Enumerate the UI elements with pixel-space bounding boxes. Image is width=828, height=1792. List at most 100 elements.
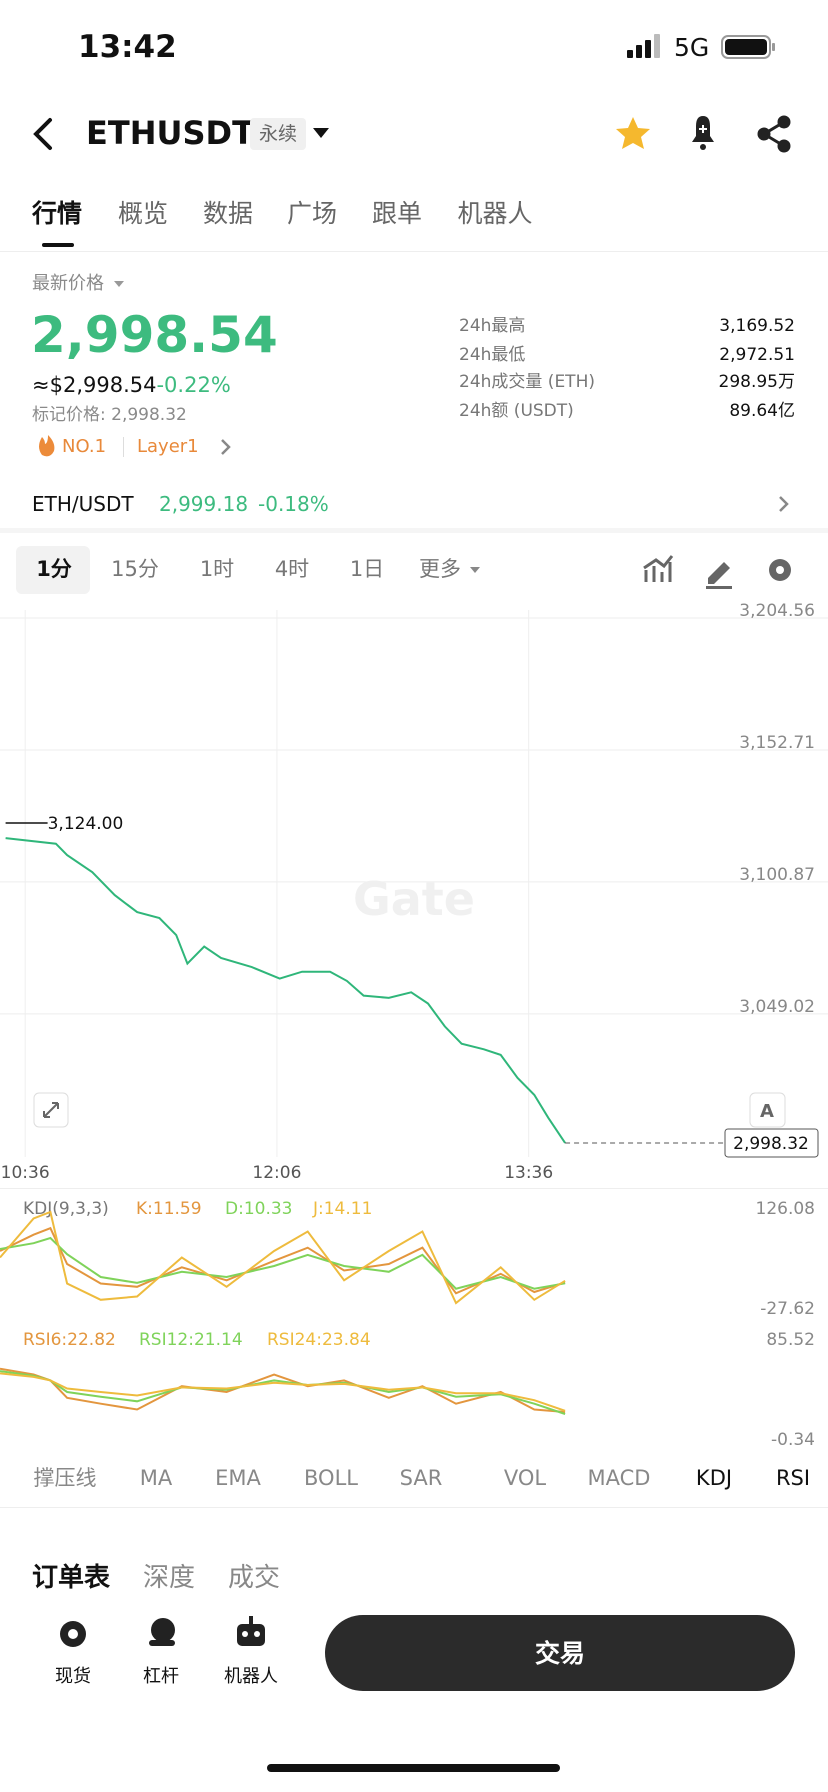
draw-icon[interactable] <box>706 562 732 589</box>
action-label[interactable]: 机器人 <box>224 1666 278 1687</box>
selected-timeframe-bg <box>16 546 90 594</box>
bot-icon[interactable] <box>237 1616 265 1646</box>
indicator-tab[interactable]: VOL <box>503 1466 547 1490</box>
divider <box>0 528 828 533</box>
trade-button-bg[interactable] <box>325 1615 795 1691</box>
action-label[interactable]: 杠杆 <box>143 1666 179 1687</box>
timeframe[interactable]: 15分 <box>111 557 159 581</box>
legend-entry: D:10.33 <box>225 1199 293 1219</box>
data-line <box>0 1367 566 1413</box>
y-tick-label: 85.52 <box>766 1330 815 1350</box>
last-price-box <box>724 1128 819 1158</box>
spot-change: -0.18% <box>258 492 329 516</box>
bell-icon[interactable] <box>692 116 714 150</box>
stat-label: 24h最高 <box>459 316 526 336</box>
timeframe[interactable]: 更多 <box>419 557 461 581</box>
tab[interactable]: 广场 <box>286 199 337 228</box>
battery-icon <box>721 35 775 59</box>
tab[interactable]: 概览 <box>117 199 168 228</box>
chevron-icon[interactable] <box>779 496 789 512</box>
data-line <box>0 1210 566 1305</box>
timeframe[interactable]: 4时 <box>274 557 310 581</box>
spot-pair: ETH/USDT <box>32 492 134 516</box>
stat-value: 298.95万 <box>718 372 795 392</box>
legend-entry: RSI6:22.82 <box>23 1330 116 1350</box>
tab[interactable]: 跟单 <box>371 199 422 228</box>
indicator-tab[interactable]: KDJ <box>695 1466 733 1490</box>
indicator-tab[interactable]: MACD <box>587 1466 651 1490</box>
status-time: 13:42 <box>78 29 177 65</box>
last-price-label: 2,998.32 <box>733 1134 809 1154</box>
leverage-icon[interactable] <box>149 1618 175 1646</box>
timeframe[interactable]: 1日 <box>349 557 385 581</box>
contract-badge: 永续 <box>250 118 306 150</box>
divider <box>0 251 828 252</box>
back-button[interactable] <box>33 118 52 150</box>
last-price: 2,998.54 <box>31 306 278 364</box>
network: 5G <box>674 33 710 62</box>
usd-row: ≈$2,998.54 -0.22% <box>32 375 231 396</box>
indicator-tab[interactable]: SAR <box>399 1466 443 1490</box>
x-tick-label: 12:06 <box>252 1163 301 1183</box>
timeframe[interactable]: 1分 <box>36 557 72 581</box>
indicator-icon[interactable] <box>643 555 674 582</box>
expand-icon <box>43 1102 59 1118</box>
divider <box>123 437 124 457</box>
x-tick-label: 13:36 <box>504 1163 553 1183</box>
x-tick-label: 10:36 <box>1 1163 50 1183</box>
share-icon[interactable] <box>757 115 791 153</box>
trade-button[interactable]: 交易 <box>534 1639 585 1668</box>
data-line <box>5 837 566 1144</box>
legend-entry: RSI12:21.14 <box>139 1330 243 1350</box>
bottom-tab[interactable]: 成交 <box>228 1563 281 1593</box>
tab[interactable]: 行情 <box>31 199 82 228</box>
y-tick-label: 3,204.56 <box>739 601 815 621</box>
data-line <box>0 1372 566 1412</box>
usd-price: ≈$2,998.54 <box>32 373 157 397</box>
flame-icon <box>39 435 55 457</box>
tab[interactable]: 机器人 <box>457 199 533 228</box>
legend-entry: K:11.59 <box>136 1199 202 1219</box>
divider <box>0 1188 828 1189</box>
spot-icon[interactable] <box>60 1621 86 1647</box>
indicator-title: KDJ(9,3,3) <box>23 1199 109 1219</box>
dropdown-icon <box>470 567 480 573</box>
legend-entry: J:14.11 <box>312 1199 372 1219</box>
stat-label: 24h最低 <box>459 345 526 365</box>
timeframe[interactable]: 1时 <box>199 557 235 581</box>
indicator-tab[interactable]: BOLL <box>304 1466 358 1490</box>
tag[interactable]: Layer1 <box>137 436 199 457</box>
legend-entry: RSI24:23.84 <box>267 1330 371 1350</box>
y-tick-label: 126.08 <box>756 1199 815 1219</box>
stat-label: 24h额 (USDT) <box>459 401 574 421</box>
tab[interactable]: 数据 <box>202 199 253 228</box>
dropdown-icon[interactable] <box>313 128 329 138</box>
price-label: 最新价格 <box>32 273 104 294</box>
auto-scale-button[interactable] <box>749 1092 786 1128</box>
y-tick-label: 3,049.02 <box>739 997 815 1017</box>
indicator-tab[interactable]: 撑压线 <box>33 1466 97 1490</box>
indicator-tab[interactable]: EMA <box>215 1466 261 1490</box>
tag[interactable]: NO.1 <box>62 436 107 457</box>
y-tick-label: -0.34 <box>771 1430 815 1450</box>
y-tick-label: 3,100.87 <box>739 865 815 885</box>
star-icon[interactable] <box>616 117 650 149</box>
signal-icon <box>627 34 660 58</box>
symbol: ETHUSDT <box>86 114 254 152</box>
spot-price: 2,999.18 <box>159 492 249 516</box>
auto-scale-icon: A <box>760 1101 774 1122</box>
data-line <box>0 1370 566 1415</box>
settings-icon[interactable] <box>769 559 791 581</box>
stat-value: 2,972.51 <box>719 345 795 365</box>
chevron-icon[interactable] <box>221 439 231 455</box>
y-tick-label: 3,152.71 <box>739 733 815 753</box>
action-label[interactable]: 现货 <box>55 1666 91 1687</box>
indicator-tab[interactable]: RSI <box>775 1466 811 1490</box>
bottom-tab[interactable]: 订单表 <box>32 1563 111 1593</box>
mark-price: 标记价格: 2,998.32 <box>32 405 187 425</box>
indicator-tab[interactable]: MA <box>139 1466 173 1490</box>
home-indicator <box>267 1764 560 1772</box>
bottom-tab[interactable]: 深度 <box>143 1563 196 1593</box>
